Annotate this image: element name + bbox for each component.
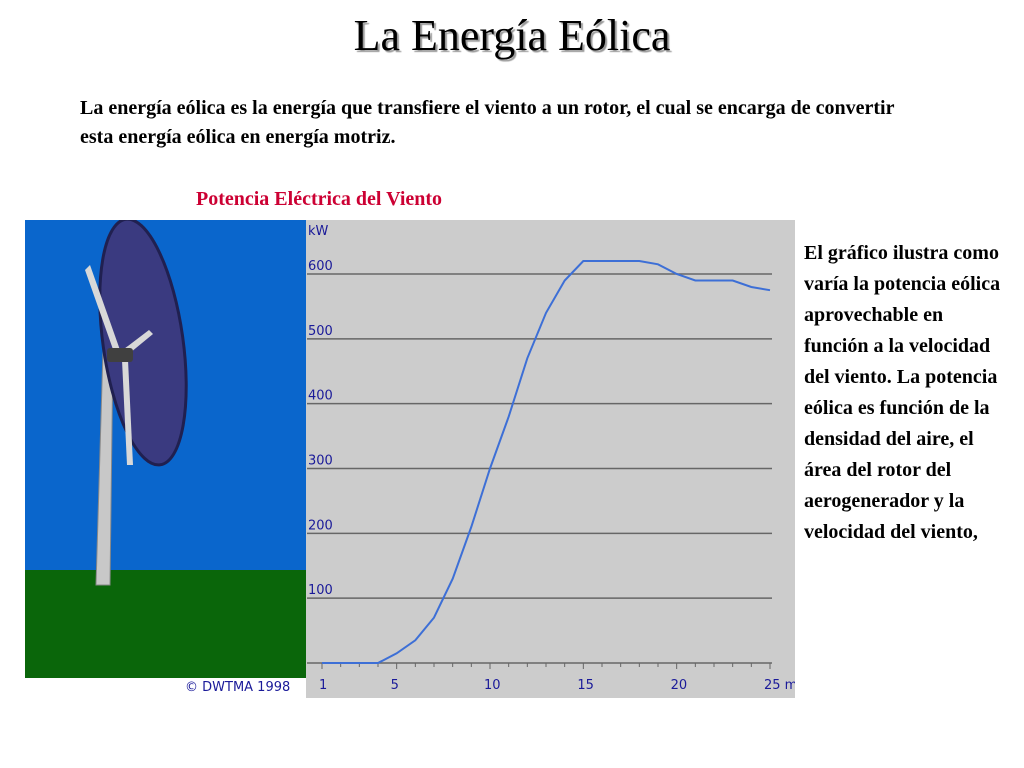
x-tick-label-20: 20: [671, 678, 688, 693]
x-tick-label-1: 1: [319, 678, 327, 693]
chart-caption: Potencia Eléctrica del Viento: [196, 188, 443, 210]
grass-background: [25, 570, 306, 678]
y-tick-label-500: 500: [308, 324, 333, 339]
x-tick-label-5: 5: [391, 678, 399, 693]
y-tick-label-100: 100: [308, 583, 333, 598]
y-tick-label-600: 600: [308, 259, 333, 274]
turbine-nacelle: [107, 348, 133, 362]
side-description: El gráfico ilustra como varía la potenci…: [804, 242, 1001, 543]
chart-background: [306, 220, 795, 698]
y-tick-label-400: 400: [308, 389, 333, 404]
y-axis-label: kW: [308, 224, 329, 239]
page-title: La Energía Eólica: [353, 11, 671, 60]
turbine-blade-upper: [85, 265, 120, 355]
y-axis-ticks: 100 200 300 400 500 600: [308, 259, 333, 598]
y-tick-label-300: 300: [308, 454, 333, 469]
turbine-illustration: [25, 220, 306, 678]
x-tick-label-25: 25 m/s: [764, 678, 795, 693]
intro-paragraph: La energía eólica es la energía que tran…: [80, 97, 895, 148]
copyright-credit: © DWTMA 1998: [185, 680, 290, 695]
y-tick-label-200: 200: [308, 518, 333, 533]
power-curve-line: [322, 260, 771, 664]
x-tick-label-10: 10: [484, 678, 501, 693]
x-tick-label-15: 15: [577, 678, 594, 693]
chart-grid: [307, 273, 772, 669]
turbine-blade-lower: [122, 360, 133, 465]
